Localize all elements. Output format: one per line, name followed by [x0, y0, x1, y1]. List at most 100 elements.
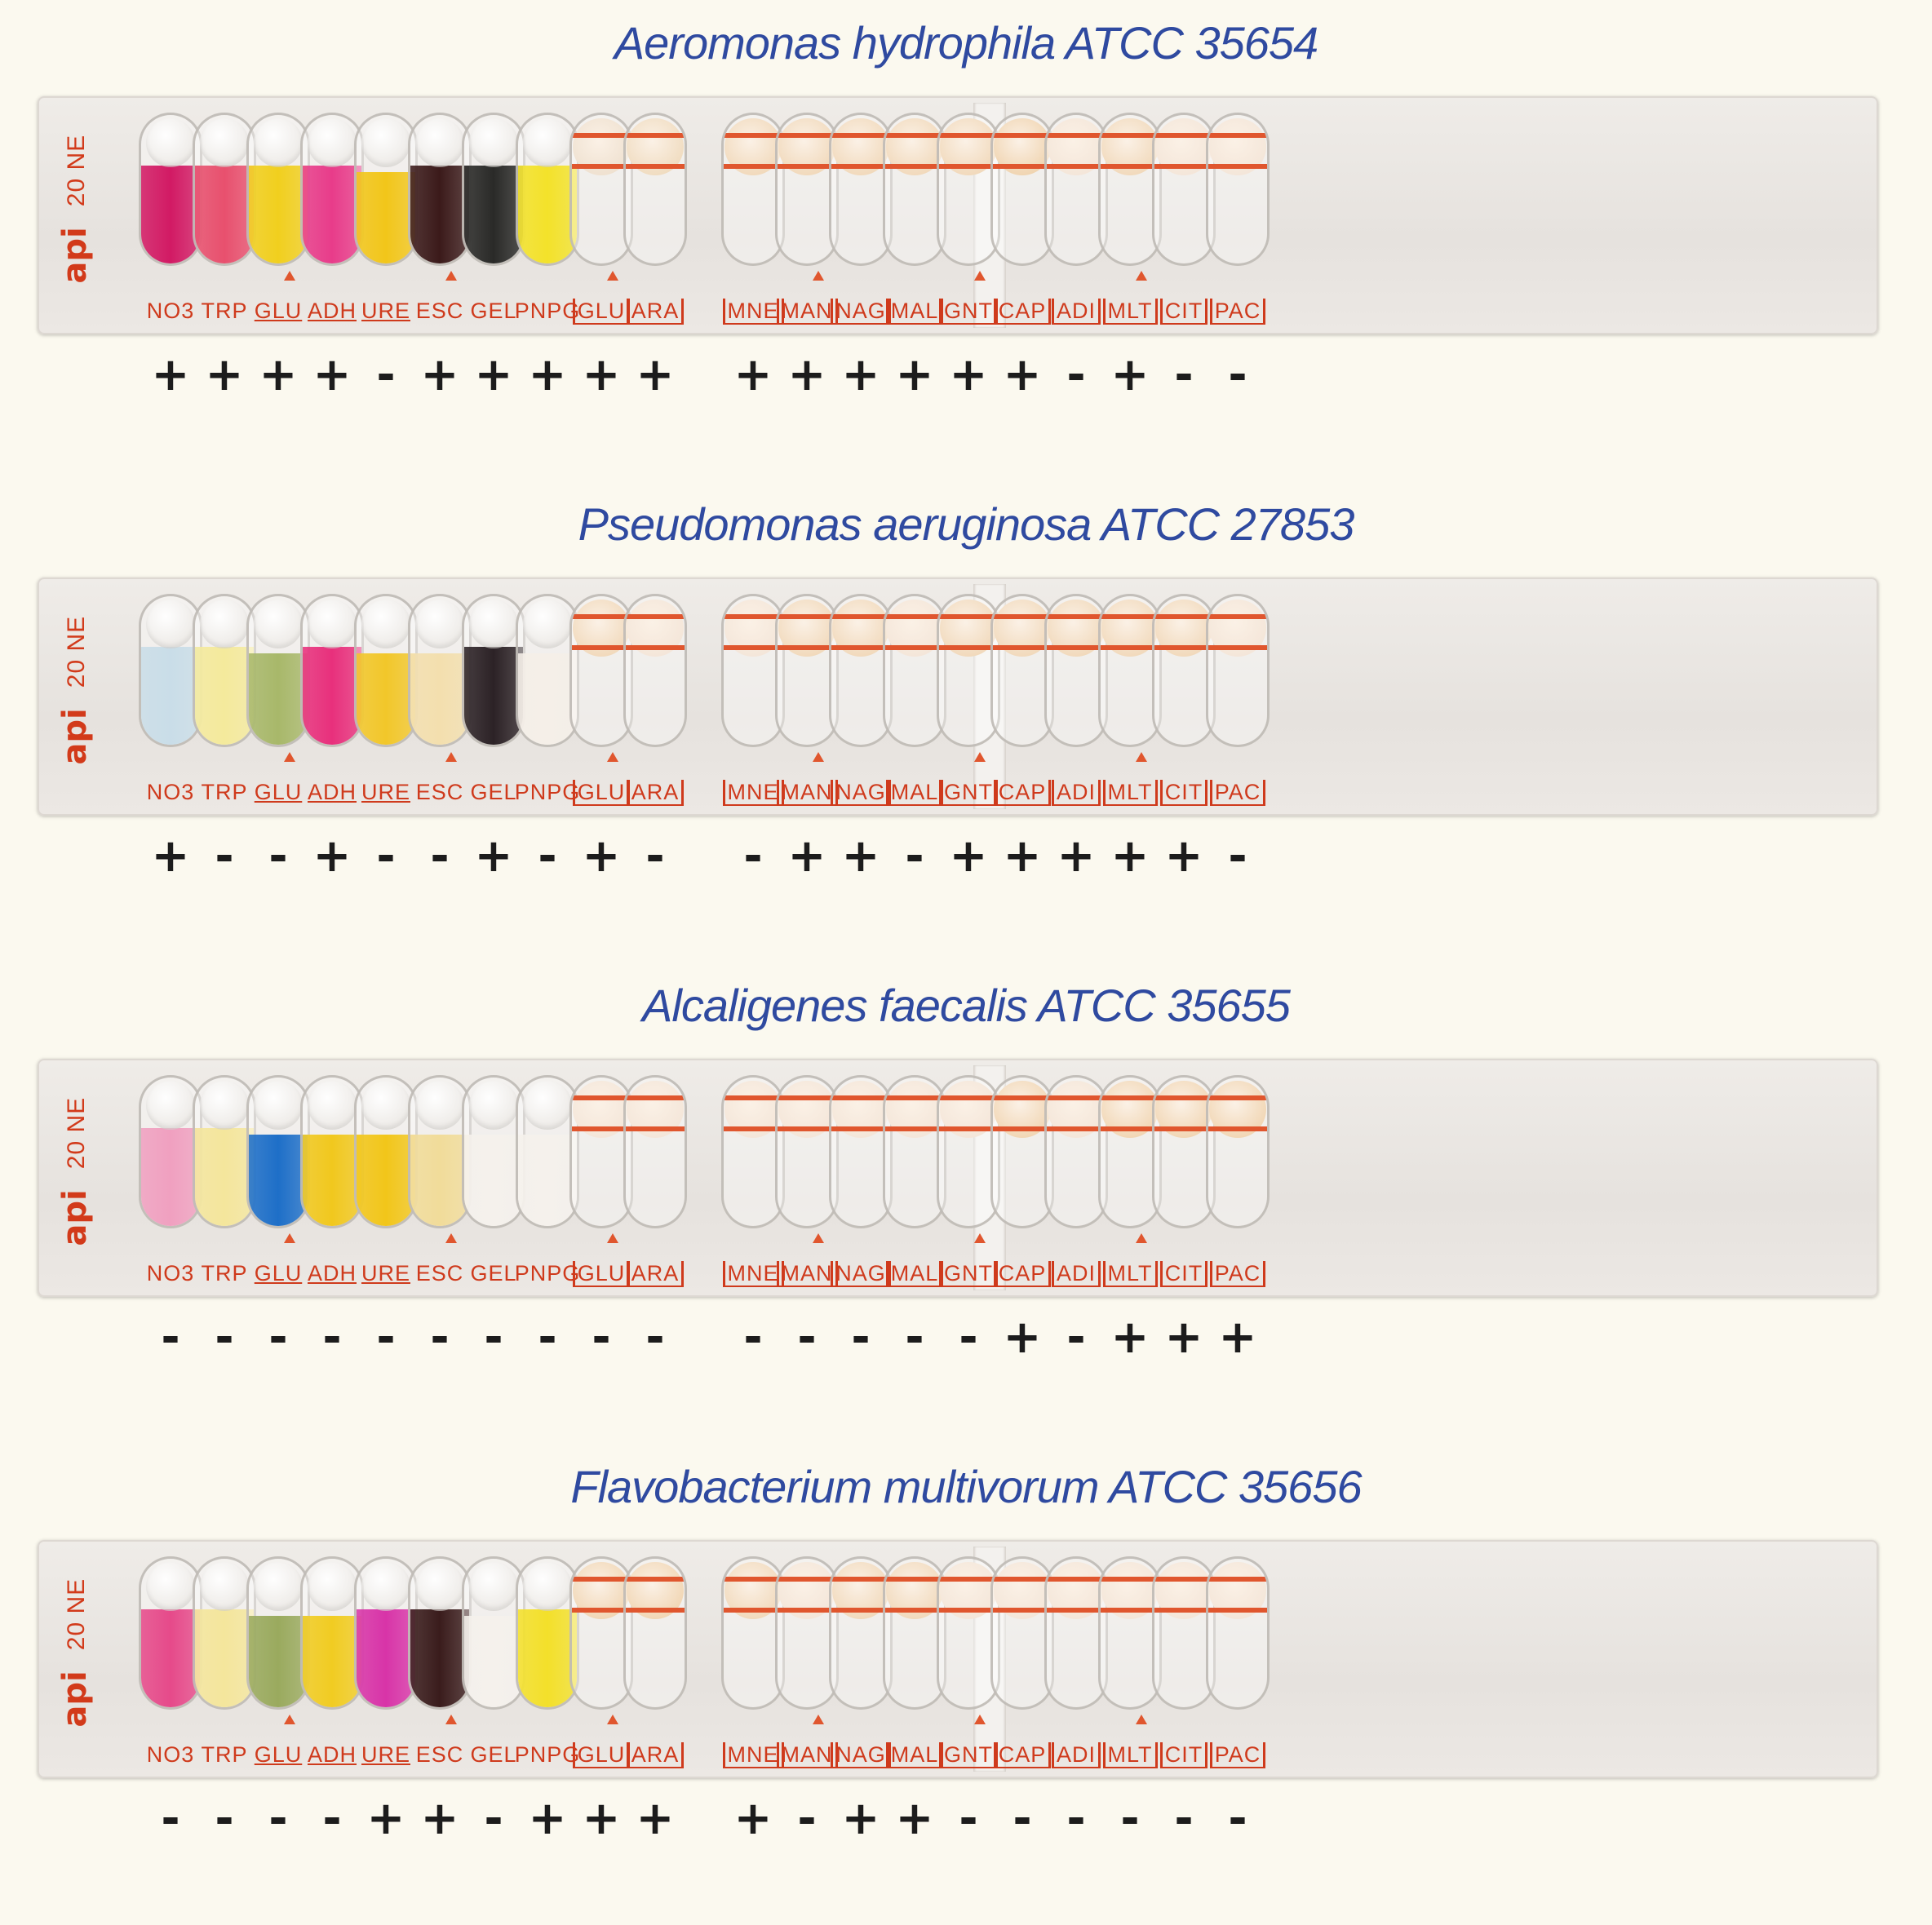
organism-title: Pseudomonas aeruginosa ATCC 27853 [578, 498, 1355, 550]
test-cupule [721, 113, 785, 266]
test-label: ADH [291, 299, 373, 324]
api-test-strip: 20 NE api NO3 TRP GLU ADH URE ESC GEL PNPG GLU ARA M… [38, 96, 1878, 334]
marker-triangle [445, 1715, 457, 1724]
test-label: MNE [712, 1742, 794, 1768]
test-result: + [420, 348, 459, 401]
test-label-text: NO3 [146, 780, 195, 804]
test-label: PAC [1197, 1742, 1278, 1768]
test-cupule [990, 113, 1054, 266]
test-label-text: CIT [1159, 780, 1208, 806]
test-label-text: PAC [1209, 299, 1266, 325]
test-cupule [1152, 594, 1216, 747]
test-result: - [215, 1792, 234, 1845]
test-cupule [354, 594, 418, 747]
test-label-text: MAL [885, 1261, 944, 1287]
test-result: - [538, 830, 557, 883]
test-label-text: MLT [1102, 299, 1158, 325]
test-label: URE [345, 1742, 427, 1768]
marker-triangle [974, 752, 986, 762]
test-label-text: ESC [415, 1261, 464, 1286]
test-label-text: NO3 [146, 1742, 195, 1767]
test-label-text: ARA [626, 1742, 685, 1768]
test-label: GNT [928, 299, 1009, 325]
test-label-text: MLT [1102, 780, 1158, 806]
test-label: NAG [820, 1742, 902, 1768]
test-cupule [516, 113, 579, 266]
test-result: + [205, 348, 244, 401]
test-result: - [1066, 1311, 1086, 1364]
marker-triangle [607, 271, 618, 281]
marker-triangle [974, 1233, 986, 1243]
test-label: NO3 [130, 1261, 211, 1286]
strip-section: Alcaligenes faecalis ATCC 35655 20 NE api N… [0, 962, 1932, 1444]
test-label-text: PAC [1209, 780, 1266, 806]
api-test-strip: 20 NE api NO3 TRP GLU ADH URE ESC GEL PNPG GLU ARA M… [38, 578, 1878, 816]
test-label-text: GLU [254, 1261, 303, 1286]
test-result: + [636, 348, 675, 401]
test-label-text: GLU [254, 1742, 303, 1767]
test-label-text: ARA [626, 299, 685, 325]
test-result: - [959, 1792, 978, 1845]
test-cupule [569, 113, 633, 266]
marker-triangle [974, 271, 986, 281]
test-cupule [990, 594, 1054, 747]
test-result: + [1003, 830, 1042, 883]
test-cupule [1098, 113, 1162, 266]
test-label-text: MLT [1102, 1742, 1158, 1768]
test-result: - [484, 1311, 503, 1364]
test-cupule [721, 594, 785, 747]
test-label-text: PNPG [514, 780, 581, 804]
test-label-text: MNE [722, 780, 784, 806]
test-result: - [1120, 1792, 1140, 1845]
test-cupule [937, 1556, 1000, 1710]
test-cupule [1152, 113, 1216, 266]
test-result: - [1228, 830, 1247, 883]
test-label: ADH [291, 780, 373, 805]
test-cupule [937, 113, 1000, 266]
test-result: + [895, 1792, 934, 1845]
test-cupule [139, 594, 202, 747]
marker-triangle [607, 1715, 618, 1724]
test-cupule [569, 1556, 633, 1710]
test-label: GLU [561, 299, 642, 325]
marker-triangle [813, 1715, 824, 1724]
marker-triangle [445, 752, 457, 762]
test-label: TRP [184, 1742, 265, 1768]
test-label: GLU [237, 780, 319, 805]
test-label: MAN [766, 299, 848, 325]
test-cupule [246, 1075, 310, 1228]
test-cupule [1098, 1075, 1162, 1228]
test-label-text: URE [361, 1742, 410, 1767]
test-cupule [139, 1556, 202, 1710]
marker-triangle [284, 271, 295, 281]
test-label-text: MAN [776, 299, 838, 325]
test-label-text: TRP [201, 1261, 248, 1286]
test-result: + [895, 348, 934, 401]
test-label: NAG [820, 1261, 902, 1287]
test-label: MLT [1089, 299, 1171, 325]
test-result: - [1174, 1792, 1194, 1845]
test-label: MAL [874, 1261, 955, 1287]
test-cupule [408, 113, 472, 266]
test-label: ADI [1035, 780, 1117, 806]
test-result: - [851, 1311, 871, 1364]
test-cupule [1206, 1556, 1270, 1710]
test-label-text: GLU [572, 780, 631, 806]
api-logo: 20 NE api [47, 1560, 103, 1739]
test-label: GEL [453, 1261, 534, 1286]
test-label: MAN [766, 1261, 848, 1287]
test-label: NO3 [130, 1742, 211, 1768]
test-label-text: PNPG [514, 1261, 581, 1286]
test-label: MAL [874, 299, 955, 325]
marker-triangle [813, 271, 824, 281]
marker-triangle [1136, 752, 1147, 762]
test-cupule [516, 1075, 579, 1228]
test-result: - [215, 830, 234, 883]
marker-triangle [284, 752, 295, 762]
test-result: + [841, 348, 880, 401]
test-result: + [312, 348, 352, 401]
test-result: - [215, 1311, 234, 1364]
test-result: - [645, 830, 665, 883]
test-label: GLU [237, 299, 319, 324]
test-result: + [949, 830, 988, 883]
